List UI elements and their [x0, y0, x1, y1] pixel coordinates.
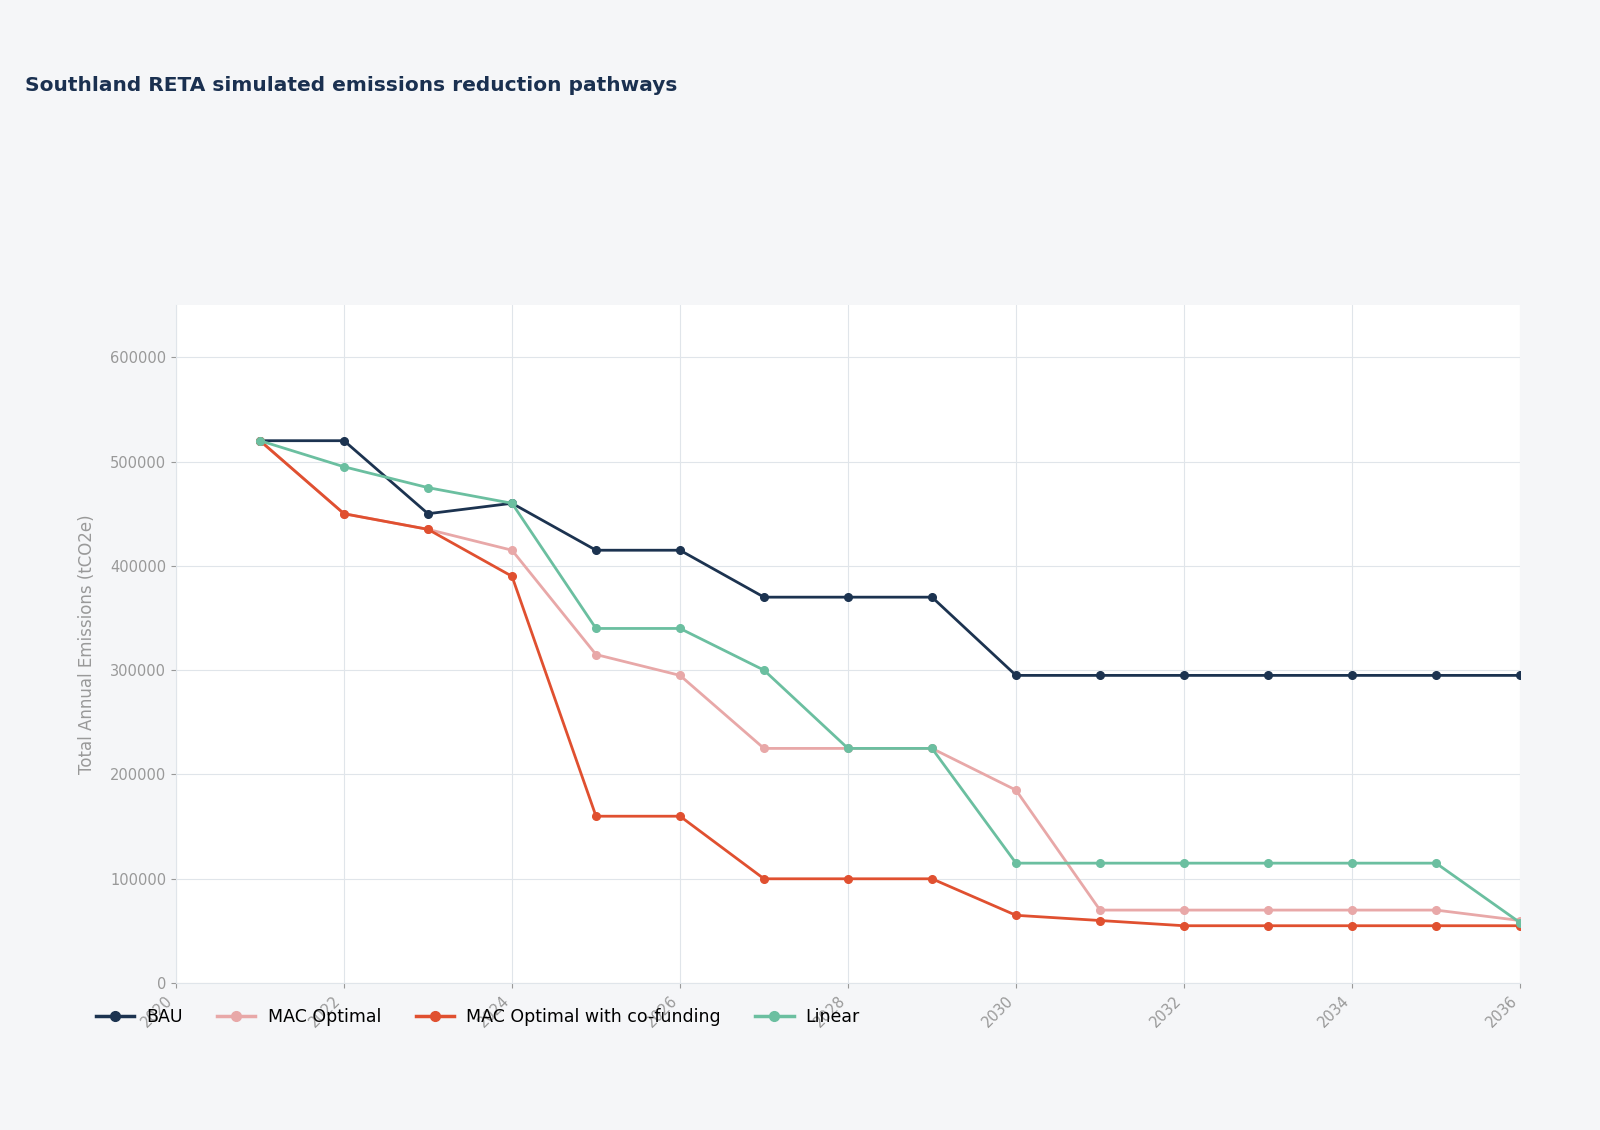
MAC Optimal — [922, 741, 941, 755]
BAU — [755, 590, 774, 603]
Line: BAU: BAU — [256, 437, 1523, 679]
MAC Optimal — [1342, 903, 1362, 916]
Linear — [586, 622, 605, 635]
MAC Optimal with co-funding — [586, 809, 605, 823]
Linear — [670, 622, 690, 635]
MAC Optimal — [1091, 903, 1110, 916]
Linear — [419, 481, 438, 495]
Linear — [755, 663, 774, 677]
MAC Optimal — [502, 544, 522, 557]
Linear — [1427, 857, 1446, 870]
Linear — [922, 741, 941, 755]
BAU — [1091, 669, 1110, 683]
MAC Optimal — [586, 647, 605, 661]
BAU — [1174, 669, 1194, 683]
BAU — [586, 544, 605, 557]
MAC Optimal — [670, 669, 690, 683]
MAC Optimal with co-funding — [419, 522, 438, 536]
Linear — [1091, 857, 1110, 870]
BAU — [1427, 669, 1446, 683]
Linear — [502, 496, 522, 510]
Linear — [334, 460, 354, 473]
Line: MAC Optimal: MAC Optimal — [256, 437, 1523, 924]
BAU — [922, 590, 941, 603]
Linear — [1258, 857, 1277, 870]
Text: Southland RETA simulated emissions reduction pathways: Southland RETA simulated emissions reduc… — [26, 76, 677, 95]
MAC Optimal — [1174, 903, 1194, 916]
BAU — [502, 496, 522, 510]
MAC Optimal with co-funding — [502, 570, 522, 583]
MAC Optimal with co-funding — [755, 872, 774, 886]
MAC Optimal with co-funding — [1258, 919, 1277, 932]
MAC Optimal with co-funding — [838, 872, 858, 886]
Linear — [1006, 857, 1026, 870]
MAC Optimal — [1510, 914, 1530, 928]
MAC Optimal — [838, 741, 858, 755]
Linear — [838, 741, 858, 755]
Linear — [1510, 915, 1530, 929]
MAC Optimal — [334, 507, 354, 521]
MAC Optimal with co-funding — [1091, 914, 1110, 928]
BAU — [250, 434, 269, 447]
BAU — [334, 434, 354, 447]
MAC Optimal — [1006, 783, 1026, 797]
Linear — [1342, 857, 1362, 870]
MAC Optimal — [755, 741, 774, 755]
MAC Optimal — [1427, 903, 1446, 916]
MAC Optimal — [250, 434, 269, 447]
BAU — [1510, 669, 1530, 683]
MAC Optimal with co-funding — [1427, 919, 1446, 932]
BAU — [1006, 669, 1026, 683]
Linear — [1174, 857, 1194, 870]
MAC Optimal with co-funding — [1510, 919, 1530, 932]
BAU — [1342, 669, 1362, 683]
BAU — [670, 544, 690, 557]
MAC Optimal with co-funding — [250, 434, 269, 447]
BAU — [419, 507, 438, 521]
MAC Optimal — [419, 522, 438, 536]
BAU — [1258, 669, 1277, 683]
Legend: BAU, MAC Optimal, MAC Optimal with co-funding, Linear: BAU, MAC Optimal, MAC Optimal with co-fu… — [88, 1001, 867, 1033]
Line: Linear: Linear — [256, 437, 1523, 927]
MAC Optimal with co-funding — [1342, 919, 1362, 932]
MAC Optimal with co-funding — [670, 809, 690, 823]
BAU — [838, 590, 858, 603]
MAC Optimal with co-funding — [1006, 909, 1026, 922]
MAC Optimal with co-funding — [922, 872, 941, 886]
Y-axis label: Total Annual Emissions (tCO2e): Total Annual Emissions (tCO2e) — [78, 514, 96, 774]
Line: MAC Optimal with co-funding: MAC Optimal with co-funding — [256, 437, 1523, 930]
MAC Optimal with co-funding — [334, 507, 354, 521]
MAC Optimal with co-funding — [1174, 919, 1194, 932]
Linear — [250, 434, 269, 447]
MAC Optimal — [1258, 903, 1277, 916]
